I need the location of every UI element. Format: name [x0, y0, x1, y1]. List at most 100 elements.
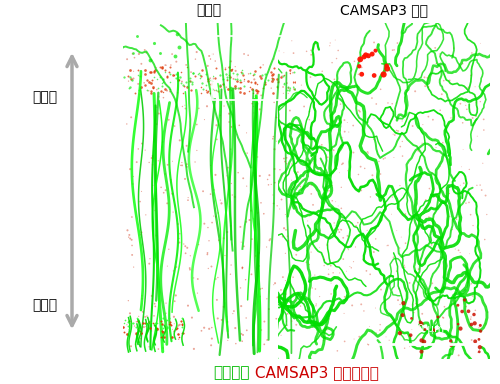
Point [175, 77, 183, 83]
Point [327, 291, 335, 297]
Point [120, 320, 128, 326]
Point [160, 68, 168, 74]
Point [138, 61, 145, 67]
Point [271, 180, 279, 186]
Point [445, 333, 453, 339]
Point [166, 86, 174, 92]
Point [196, 73, 204, 79]
Point [318, 142, 326, 148]
Point [148, 328, 156, 334]
Point [240, 83, 248, 89]
Point [246, 217, 254, 223]
Point [307, 47, 315, 53]
Point [390, 254, 398, 260]
Point [268, 78, 276, 84]
Point [208, 324, 216, 331]
Point [124, 323, 132, 329]
Point [146, 256, 154, 262]
Point [258, 72, 266, 78]
Point [326, 336, 334, 342]
Point [251, 116, 259, 122]
Point [178, 79, 186, 86]
Point [400, 335, 408, 341]
Point [396, 182, 404, 189]
Point [159, 76, 167, 83]
Point [418, 311, 426, 317]
Point [271, 280, 279, 286]
Point [174, 78, 182, 84]
Point [216, 83, 224, 89]
Point [254, 209, 262, 215]
Point [308, 285, 316, 291]
Point [396, 301, 404, 308]
Point [402, 240, 409, 246]
Point [166, 79, 173, 85]
Point [279, 84, 287, 90]
Point [437, 95, 445, 101]
Point [154, 346, 162, 352]
Point [150, 196, 158, 202]
Point [204, 250, 212, 256]
Point [258, 92, 266, 98]
Point [159, 325, 167, 331]
Point [226, 67, 234, 73]
Point [337, 218, 345, 224]
Point [450, 346, 458, 352]
Point [312, 41, 320, 47]
Point [267, 85, 275, 91]
Point [281, 159, 289, 165]
Point [402, 286, 410, 292]
Point [220, 304, 228, 310]
Point [418, 140, 426, 146]
Point [226, 223, 234, 229]
Point [251, 79, 259, 86]
Point [120, 328, 128, 334]
Point [158, 80, 166, 86]
Point [153, 326, 161, 332]
Point [132, 341, 140, 348]
Point [159, 345, 167, 351]
Point [370, 249, 378, 255]
Point [158, 334, 166, 340]
Point [464, 279, 472, 285]
Point [313, 227, 321, 233]
Point [358, 71, 366, 77]
Point [400, 345, 408, 351]
Point [212, 87, 220, 93]
Point [134, 81, 142, 87]
Point [231, 63, 239, 70]
Point [356, 334, 364, 340]
Point [214, 315, 222, 321]
Point [278, 197, 285, 203]
Point [454, 247, 462, 253]
Point [150, 67, 158, 73]
Point [138, 229, 145, 235]
Point [336, 270, 344, 276]
Point [183, 164, 191, 170]
Point [406, 332, 414, 338]
Point [354, 220, 362, 226]
Point [272, 84, 280, 91]
Point [255, 263, 263, 269]
Point [334, 203, 342, 209]
Point [418, 349, 426, 355]
Point [162, 62, 170, 68]
Point [376, 171, 384, 177]
Point [288, 38, 296, 44]
Point [146, 68, 154, 74]
Point [282, 212, 290, 218]
Point [126, 166, 134, 172]
Point [170, 268, 177, 274]
Point [130, 264, 138, 270]
Point [467, 72, 475, 78]
Point [239, 72, 247, 78]
Point [376, 86, 384, 93]
Point [174, 324, 182, 330]
Point [205, 53, 213, 59]
Point [237, 239, 245, 245]
Point [266, 236, 274, 242]
Point [142, 212, 150, 218]
Point [143, 77, 151, 83]
Point [468, 281, 475, 287]
Point [178, 323, 186, 329]
